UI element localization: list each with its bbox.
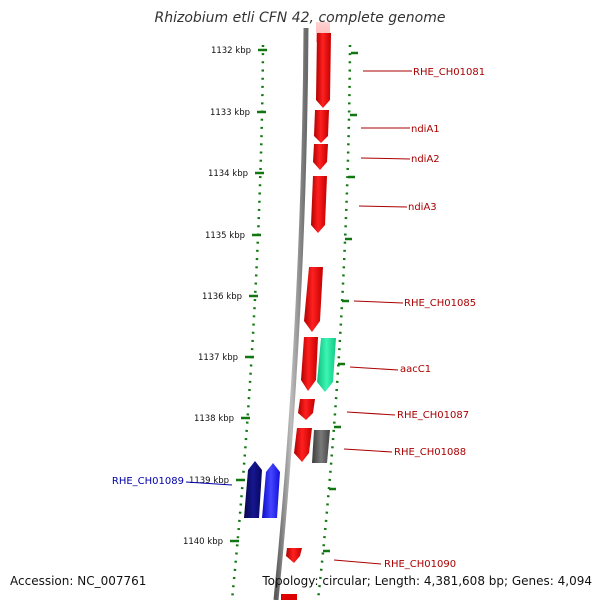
gene-label[interactable]: ndiA2 [411, 154, 440, 165]
ruler-label: 1133 kbp [210, 108, 250, 118]
outer-guide-dots [316, 44, 352, 600]
gene-label[interactable]: RHE_CH01087 [397, 410, 469, 421]
ruler-label: 1140 kbp [183, 537, 223, 547]
gene-label[interactable]: aacC1 [400, 364, 431, 375]
gene-label[interactable]: ndiA1 [411, 124, 440, 135]
gene-label[interactable]: RHE_CH01085 [404, 298, 476, 309]
ruler-label: 1138 kbp [194, 414, 234, 424]
gene-rhe-ch01085[interactable] [304, 267, 323, 332]
ruler-label: 1136 kbp [202, 292, 242, 302]
ruler-label: 1137 kbp [198, 353, 238, 363]
gene-aacc1[interactable] [317, 338, 336, 392]
gene-label[interactable]: RHE_CH01081 [413, 67, 485, 78]
gene-rhe-ch01087[interactable] [298, 399, 315, 420]
outer-tick-marks [323, 51, 358, 553]
ruler-label: 1134 kbp [208, 169, 248, 179]
gene-rhe-ch01089-b[interactable] [262, 463, 280, 518]
gene-ndia1[interactable] [314, 110, 329, 143]
gene-ndia2[interactable] [313, 144, 328, 170]
gene-label[interactable]: RHE_CH01090 [384, 559, 456, 570]
gene-segment-bottom [281, 594, 297, 600]
gene-rhe-ch01088-pseudo[interactable] [312, 430, 330, 463]
ruler-label: 1132 kbp [211, 46, 251, 56]
gene-rhe-ch01089[interactable] [244, 461, 262, 518]
gene-rhe-ch01088[interactable] [294, 428, 312, 462]
gene-ndia3[interactable] [311, 176, 327, 233]
gene-label[interactable]: ndiA3 [408, 202, 437, 213]
genome-stats-text: Topology: circular; Length: 4,381,608 bp… [262, 574, 592, 588]
accession-text: Accession: NC_007761 [10, 574, 147, 588]
gene-label-reverse[interactable]: RHE_CH01089 [112, 476, 184, 487]
gene-label[interactable]: RHE_CH01088 [394, 447, 466, 458]
gene-rhe-ch01090[interactable] [286, 548, 302, 563]
ruler-tick-marks [230, 48, 267, 543]
gene-rhe-ch01081[interactable] [316, 33, 331, 108]
gene-aacc1-partner[interactable] [301, 337, 318, 391]
genome-backbone [273, 27, 309, 600]
ruler-label: 1135 kbp [205, 231, 245, 241]
genome-title: Rhizobium etli CFN 42, complete genome [154, 10, 446, 26]
ruler-label: 1139 kbp [189, 476, 229, 486]
